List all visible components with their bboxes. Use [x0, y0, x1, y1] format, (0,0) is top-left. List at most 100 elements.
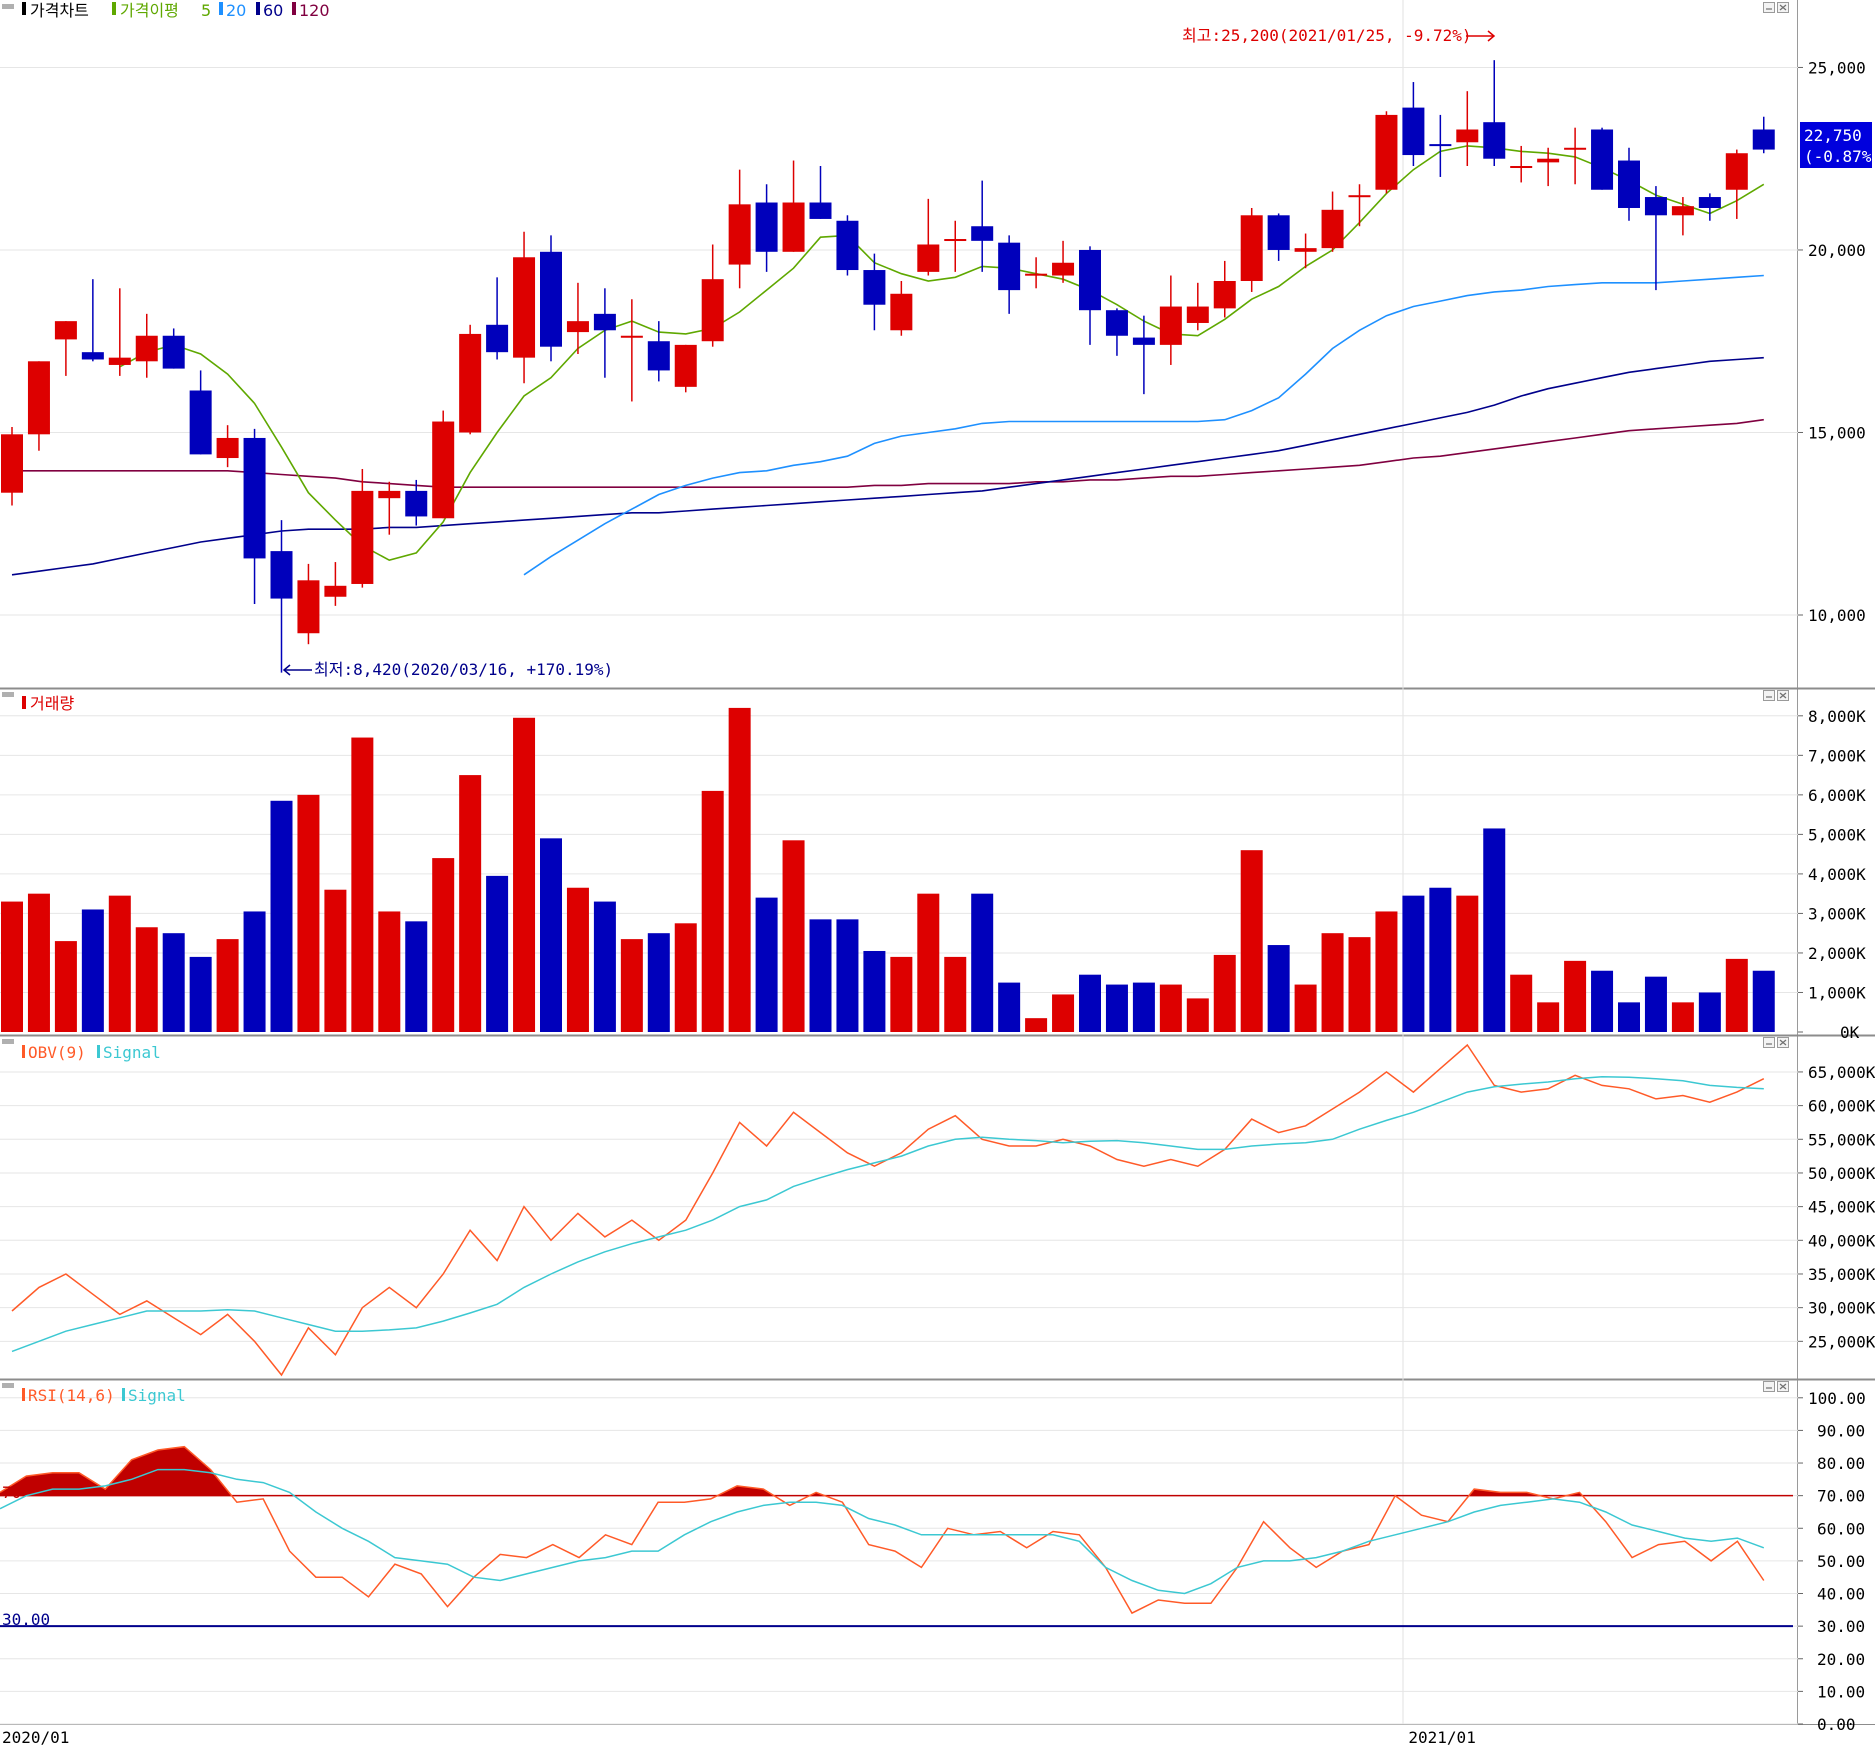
volume-bar [1429, 887, 1452, 1032]
time-axis: 2020/01 2021/01 [2, 1728, 1476, 1747]
volume-bar [486, 875, 509, 1032]
candle [81, 279, 104, 362]
rsi-upper-label: 70 [2, 1483, 21, 1502]
candle-body [863, 270, 886, 305]
candle [620, 299, 643, 402]
volume-bar [324, 889, 347, 1032]
obv-tick-label: 65,000K [1808, 1063, 1875, 1082]
candle [1052, 240, 1075, 283]
obv-tick-label: 30,000K [1808, 1299, 1875, 1318]
candle-body [378, 490, 401, 499]
candle [1725, 149, 1748, 219]
legend-marker-rsi [22, 1388, 25, 1401]
candle [1294, 233, 1317, 269]
candle-body [243, 437, 266, 559]
volume-bar [459, 775, 482, 1032]
rsi-tick-label: 50.00 [1817, 1552, 1865, 1571]
candle-body [1186, 306, 1209, 323]
candle-body [297, 580, 320, 634]
candle-body [782, 202, 805, 252]
ma60-legend: 60 [263, 1, 283, 20]
volume-bar [243, 911, 266, 1032]
volume-bar [890, 956, 913, 1032]
candle-body [1321, 209, 1344, 249]
rsi-panel: 0.00 10.00 20.00 30.00 40.00 50.00 60.00 70.00 8… [0, 1386, 1866, 1734]
panel-minimize-button[interactable] [1763, 1037, 1775, 1048]
candle-body [1402, 107, 1425, 156]
candle [1429, 114, 1452, 177]
candle [863, 253, 886, 331]
legend-marker-obv-signal [97, 1045, 100, 1058]
candle-body [486, 324, 509, 353]
panel-minimize-button[interactable] [1763, 2, 1775, 13]
candle-body [944, 239, 967, 242]
candle [1671, 197, 1694, 236]
volume-tick-label: 0K [1840, 1023, 1860, 1042]
candle-body [998, 242, 1021, 291]
panel-close-button[interactable] [1777, 1381, 1789, 1392]
panel-close-button[interactable] [1777, 2, 1789, 13]
volume-bar [1079, 974, 1101, 1032]
rsi-tick-label: 20.00 [1817, 1650, 1865, 1669]
price-tick-label: 20,000 [1808, 241, 1866, 260]
rsi-signal-label: Signal [128, 1386, 186, 1405]
candle-body [917, 244, 940, 272]
candle-body [1644, 197, 1667, 216]
candle [1159, 275, 1182, 365]
candle [566, 282, 589, 354]
candle-body [27, 361, 50, 435]
candle [1267, 213, 1290, 261]
candle-body [593, 313, 616, 331]
panel-minimize-button[interactable] [1763, 1381, 1775, 1392]
candle-body [54, 321, 77, 340]
candle-body [566, 321, 589, 333]
volume-bar [728, 707, 751, 1032]
candle-body [755, 202, 778, 252]
panel-close-button[interactable] [1777, 1037, 1789, 1048]
candle [27, 361, 50, 451]
panel-buttons[interactable] [1763, 2, 1789, 1392]
volume-bar [1644, 976, 1667, 1032]
volume-bars [1, 707, 1775, 1032]
candle-body [1267, 215, 1290, 250]
moving-average-lines [11, 145, 1765, 576]
panel-handle [2, 692, 14, 697]
volume-bar [1591, 970, 1614, 1032]
volume-tick-label: 6,000K [1808, 786, 1866, 805]
volume-bar [1, 901, 23, 1032]
ma60-line [11, 356, 1764, 576]
rsi-tick-label: 30.00 [1817, 1617, 1865, 1636]
obv-signal-label: Signal [103, 1043, 161, 1062]
candle [1483, 60, 1506, 167]
candle-body [1671, 206, 1694, 216]
volume-bar [917, 893, 940, 1032]
volume-tick-label: 7,000K [1808, 746, 1866, 765]
legend-marker-price [22, 2, 26, 15]
candle-body [459, 333, 482, 433]
legend-marker-volume [22, 696, 26, 709]
obv-tick-label: 25,000K [1808, 1332, 1875, 1351]
minimize-icon [1763, 2, 1775, 13]
candle-body [135, 335, 158, 362]
panel-close-button[interactable] [1777, 690, 1789, 701]
last-change: (-0.87%) [1804, 147, 1875, 166]
candle [243, 428, 266, 605]
candle [432, 410, 455, 519]
candle [135, 313, 158, 378]
candle-body [1105, 310, 1128, 336]
volume-bar [1752, 970, 1775, 1032]
volume-bar [162, 933, 185, 1032]
obv-tick-label: 55,000K [1808, 1130, 1875, 1149]
volume-bar [809, 919, 832, 1032]
candle [297, 563, 320, 645]
ma20-legend: 20 [226, 1, 246, 20]
volume-bar [620, 939, 643, 1032]
panel-minimize-button[interactable] [1763, 690, 1775, 701]
candle [890, 280, 913, 336]
obv-tick-label: 60,000K [1808, 1097, 1875, 1116]
candle [1456, 91, 1479, 167]
ma120-legend: 120 [299, 1, 330, 20]
volume-bar [1132, 982, 1155, 1032]
volume-bar [674, 923, 697, 1032]
